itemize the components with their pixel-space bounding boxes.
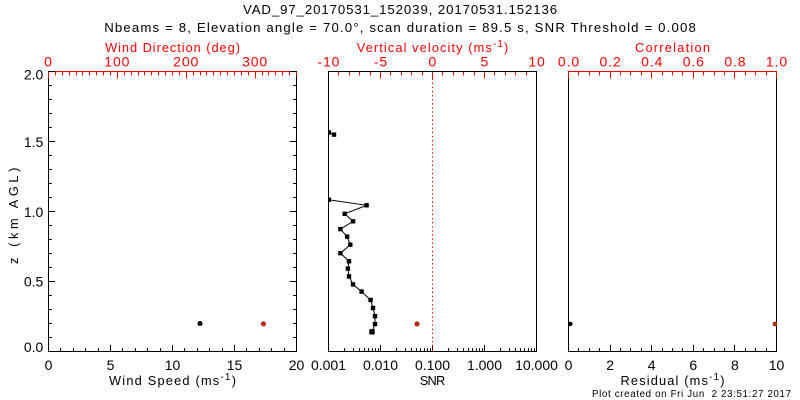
svg-text:1.0: 1.0 [24, 204, 44, 220]
svg-text:0.5: 0.5 [24, 274, 44, 290]
svg-text:0: 0 [44, 53, 53, 69]
svg-text:VAD_97_20170531_152039, 201705: VAD_97_20170531_152039, 20170531.152136 [243, 2, 558, 17]
svg-text:0.010: 0.010 [363, 357, 398, 373]
svg-text:1.0: 1.0 [766, 53, 788, 69]
svg-text:300: 300 [242, 53, 268, 69]
svg-text:1.000: 1.000 [467, 357, 502, 373]
svg-text:0: 0 [565, 357, 573, 373]
svg-text:8: 8 [731, 357, 739, 373]
svg-text:2: 2 [606, 357, 614, 373]
svg-text:15: 15 [227, 357, 243, 373]
svg-text:0: 0 [429, 53, 438, 69]
svg-text:5: 5 [107, 357, 115, 373]
svg-text:0.2: 0.2 [600, 53, 622, 69]
svg-text:10: 10 [528, 53, 545, 69]
svg-text:SNR: SNR [420, 373, 445, 388]
svg-text:0.8: 0.8 [724, 53, 746, 69]
svg-text:Wind Speed (ms-1): Wind Speed (ms-1) [109, 372, 237, 388]
svg-text:Plot created on Fri Jun 2 23:: Plot created on Fri Jun 2 23:51:27 2017 [592, 389, 792, 400]
svg-text:0.0: 0.0 [24, 339, 44, 355]
svg-text:100: 100 [104, 53, 130, 69]
svg-text:0: 0 [45, 357, 53, 373]
svg-text:200: 200 [173, 53, 199, 69]
svg-text:-10: -10 [317, 53, 340, 69]
svg-text:0.100: 0.100 [415, 357, 450, 373]
svg-text:10.000: 10.000 [515, 357, 558, 373]
svg-text:20: 20 [289, 357, 305, 373]
svg-text:10: 10 [769, 357, 785, 373]
svg-text:z (km AGL): z (km AGL) [6, 164, 21, 264]
svg-text:Correlation: Correlation [635, 40, 711, 55]
svg-text:0.0: 0.0 [558, 53, 580, 69]
svg-text:0.001: 0.001 [311, 357, 346, 373]
svg-text:1.5: 1.5 [24, 134, 44, 150]
svg-text:Residual (ms-1): Residual (ms-1) [621, 372, 726, 388]
svg-text:Nbeams = 8, Elevation angle =: Nbeams = 8, Elevation angle = 70.0°, sca… [104, 20, 697, 35]
svg-text:0.6: 0.6 [683, 53, 705, 69]
svg-text:2.0: 2.0 [24, 67, 44, 83]
svg-text:-5: -5 [374, 53, 388, 69]
svg-text:6: 6 [689, 357, 697, 373]
svg-text:Vertical velocity (ms-1): Vertical velocity (ms-1) [357, 39, 510, 55]
svg-text:Wind Direction (deg): Wind Direction (deg) [105, 40, 241, 55]
svg-text:5: 5 [481, 53, 490, 69]
svg-text:0.4: 0.4 [641, 53, 663, 69]
svg-text:4: 4 [648, 357, 656, 373]
svg-text:10: 10 [165, 357, 181, 373]
